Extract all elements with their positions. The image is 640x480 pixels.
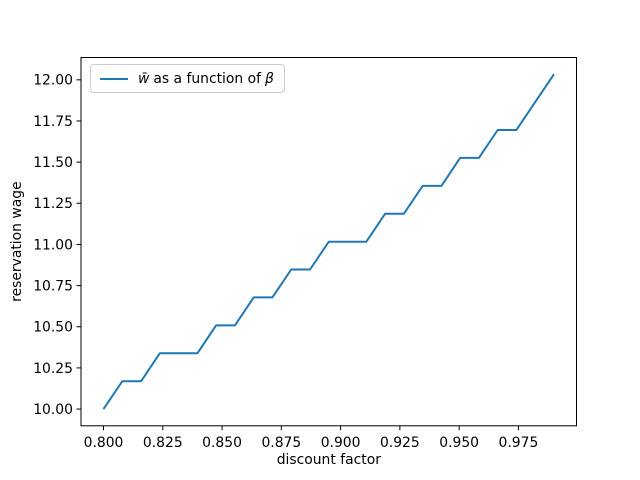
x-tick-label: 0.875 [261,435,301,451]
x-tick-label: 0.975 [499,435,539,451]
legend-label-beta: β [265,70,274,87]
x-tick-label: 0.850 [202,435,242,451]
x-axis-label: discount factor [277,452,382,468]
legend-label-mid: as a function of [153,70,262,87]
y-tick-label: 10.75 [33,278,73,294]
axes-border [80,57,577,427]
x-tick-label: 0.800 [84,435,124,451]
y-axis-ticks: 10.00 10.25 10.50 10.75 11.00 11.25 11.50 11.75… [33,73,81,418]
x-tick-label: 0.950 [439,435,479,451]
legend-label-wbar: w̄ [138,70,150,87]
x-axis-ticks: 0.800 0.825 0.850 0.875 0.900 0.925 0.950 0.975 [84,425,539,451]
legend: w̄ as a function of β [90,64,285,93]
legend-line-sample [100,77,128,80]
x-tick-label: 0.825 [143,435,183,451]
y-tick-label: 11.50 [33,155,73,171]
y-tick-label: 10.00 [33,402,73,418]
series-line [102,73,555,410]
y-axis-label: reservation wage [9,181,25,301]
y-tick-label: 11.00 [33,237,73,253]
x-tick-label: 0.925 [380,435,420,451]
y-tick-label: 11.75 [33,114,73,130]
y-tick-label: 10.25 [33,361,73,377]
y-tick-label: 11.25 [33,196,73,212]
legend-label: w̄ as a function of β [138,71,274,87]
x-tick-label: 0.900 [321,435,361,451]
y-tick-label: 12.00 [33,73,73,89]
y-tick-label: 10.50 [33,320,73,336]
